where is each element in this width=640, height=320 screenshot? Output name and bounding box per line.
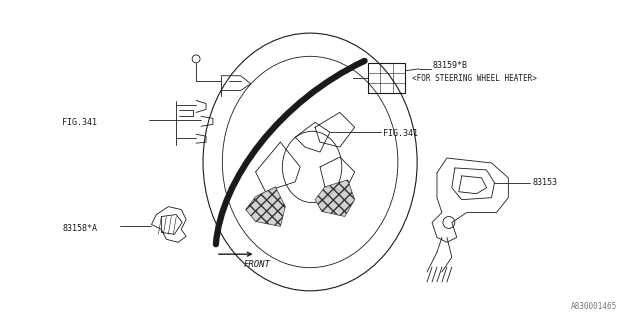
Polygon shape bbox=[315, 180, 355, 217]
Polygon shape bbox=[246, 187, 285, 227]
Text: 83159*B: 83159*B bbox=[432, 61, 467, 70]
Text: FIG.341: FIG.341 bbox=[383, 129, 419, 138]
Text: 83153: 83153 bbox=[532, 178, 557, 187]
Text: <FOR STEERING WHEEL HEATER>: <FOR STEERING WHEEL HEATER> bbox=[412, 74, 537, 83]
Text: FIG.341: FIG.341 bbox=[62, 118, 97, 127]
Text: FRONT: FRONT bbox=[243, 260, 270, 268]
Text: 83158*A: 83158*A bbox=[62, 224, 97, 233]
Text: A830001465: A830001465 bbox=[571, 302, 618, 311]
Bar bbox=[367, 63, 405, 92]
